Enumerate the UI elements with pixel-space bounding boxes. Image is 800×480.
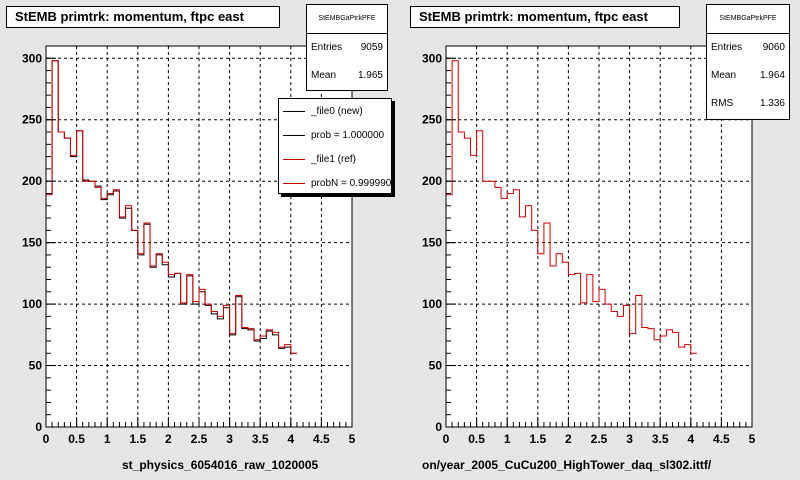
y-tick-label: 200 <box>22 174 42 188</box>
y-tick-label: 300 <box>22 51 42 65</box>
x-tick-label: 3.5 <box>652 432 669 446</box>
stats-label: Entries <box>311 42 343 53</box>
x-tick-label: 2 <box>165 432 172 446</box>
plot-frame <box>446 46 752 427</box>
y-tick-label: 50 <box>29 359 43 373</box>
stats-value: 1.336 <box>759 98 785 109</box>
legend-line-new <box>283 110 305 112</box>
stats-row-entries: Entries 9060 <box>707 34 789 62</box>
y-tick-label: 100 <box>422 297 442 311</box>
legend-entry: _file0 (new) <box>279 99 391 123</box>
stats-name: StEMBGaPtrkPFE <box>307 5 387 34</box>
y-tick-label: 300 <box>422 51 442 65</box>
x-tick-label: 1.5 <box>529 432 546 446</box>
x-tick-label: 0 <box>43 432 50 446</box>
y-tick-label: 0 <box>435 420 442 434</box>
x-tick-label: 1 <box>104 432 111 446</box>
x-tick-label: 4.5 <box>313 432 330 446</box>
legend-entry: _file1 (ref) <box>279 147 391 171</box>
stats-name: StEMBGaPtrkPFE <box>707 5 789 34</box>
plot-title-right: StEMB primtrk: momentum, ftpc east <box>410 6 680 28</box>
legend-box: _file0 (new) prob = 1.000000 _file1 (ref… <box>278 98 392 194</box>
legend-label: _file1 (ref) <box>311 153 357 165</box>
legend-line-ref <box>283 182 305 184</box>
legend-label: _file0 (new) <box>311 105 363 117</box>
y-tick-label: 200 <box>422 174 442 188</box>
legend-line-ref <box>283 158 305 160</box>
x-tick-label: 0.5 <box>468 432 485 446</box>
x-tick-label: 3 <box>226 432 233 446</box>
y-tick-label: 50 <box>429 359 443 373</box>
x-tick-label: 4 <box>687 432 694 446</box>
y-tick-label: 250 <box>22 113 42 127</box>
x-tick-label: 2.5 <box>591 432 608 446</box>
y-tick-label: 150 <box>422 236 442 250</box>
stats-value: 1.965 <box>357 70 383 81</box>
x-tick-label: 1 <box>504 432 511 446</box>
stats-box-left: StEMBGaPtrkPFE Entries 9059 Mean 1.965 <box>306 4 388 91</box>
legend-label: probN = 0.999990 <box>311 177 392 189</box>
histogram-panel-left: 0 0.5 1 1.5 2 2.5 3 3.5 4 4.5 5 0 50 100 150 200 250 300 … <box>0 0 400 480</box>
stats-row-entries: Entries 9059 <box>307 34 387 62</box>
stats-row-mean: Mean 1.965 <box>307 62 387 90</box>
y-tick-label: 250 <box>422 113 442 127</box>
x-tick-label: 0 <box>443 432 450 446</box>
stats-value: 1.964 <box>759 70 785 81</box>
x-tick-label: 3.5 <box>252 432 269 446</box>
stats-value: 9059 <box>360 42 383 53</box>
legend-entry: prob = 1.000000 <box>279 123 391 147</box>
x-tick-label: 1.5 <box>129 432 146 446</box>
x-tick-label: 2.5 <box>191 432 208 446</box>
x-tick-label: 3 <box>626 432 633 446</box>
x-tick-label: 2 <box>565 432 572 446</box>
x-tick-label: 4.5 <box>713 432 730 446</box>
stats-label: RMS <box>711 98 734 109</box>
legend-line-new <box>283 134 305 136</box>
stats-row-mean: Mean 1.964 <box>707 62 789 90</box>
y-tick-label: 100 <box>22 297 42 311</box>
stats-box-right: StEMBGaPtrkPFE Entries 9060 Mean 1.964 R… <box>706 4 790 120</box>
x-axis-title-left: st_physics_6054016_raw_1020005 <box>122 458 319 472</box>
legend-entry: probN = 0.999990 <box>279 171 392 193</box>
y-tick-label: 150 <box>22 236 42 250</box>
stats-value: 9060 <box>762 42 785 53</box>
stats-label: Mean <box>311 70 337 81</box>
histogram-series-ref <box>445 60 697 427</box>
histogram-series-ref <box>45 60 297 427</box>
x-tick-label: 4 <box>287 432 294 446</box>
x-axis-title-right: on/year_2005_CuCu200_HighTower_daq_sl302… <box>422 458 712 472</box>
plot-title-left: StEMB primtrk: momentum, ftpc east <box>6 6 280 28</box>
x-tick-label: 0.5 <box>68 432 85 446</box>
histogram-panel-right: 0 0.5 1 1.5 2 2.5 3 3.5 4 4.5 5 0 50 100 150 200 250 300 … <box>400 0 800 480</box>
x-tick-label: 5 <box>749 432 756 446</box>
stats-label: Entries <box>711 42 743 53</box>
stats-row-rms: RMS 1.336 <box>707 90 789 118</box>
y-tick-label: 0 <box>35 420 42 434</box>
stats-label: Mean <box>711 70 737 81</box>
x-tick-label: 5 <box>349 432 356 446</box>
legend-label: prob = 1.000000 <box>311 129 385 141</box>
